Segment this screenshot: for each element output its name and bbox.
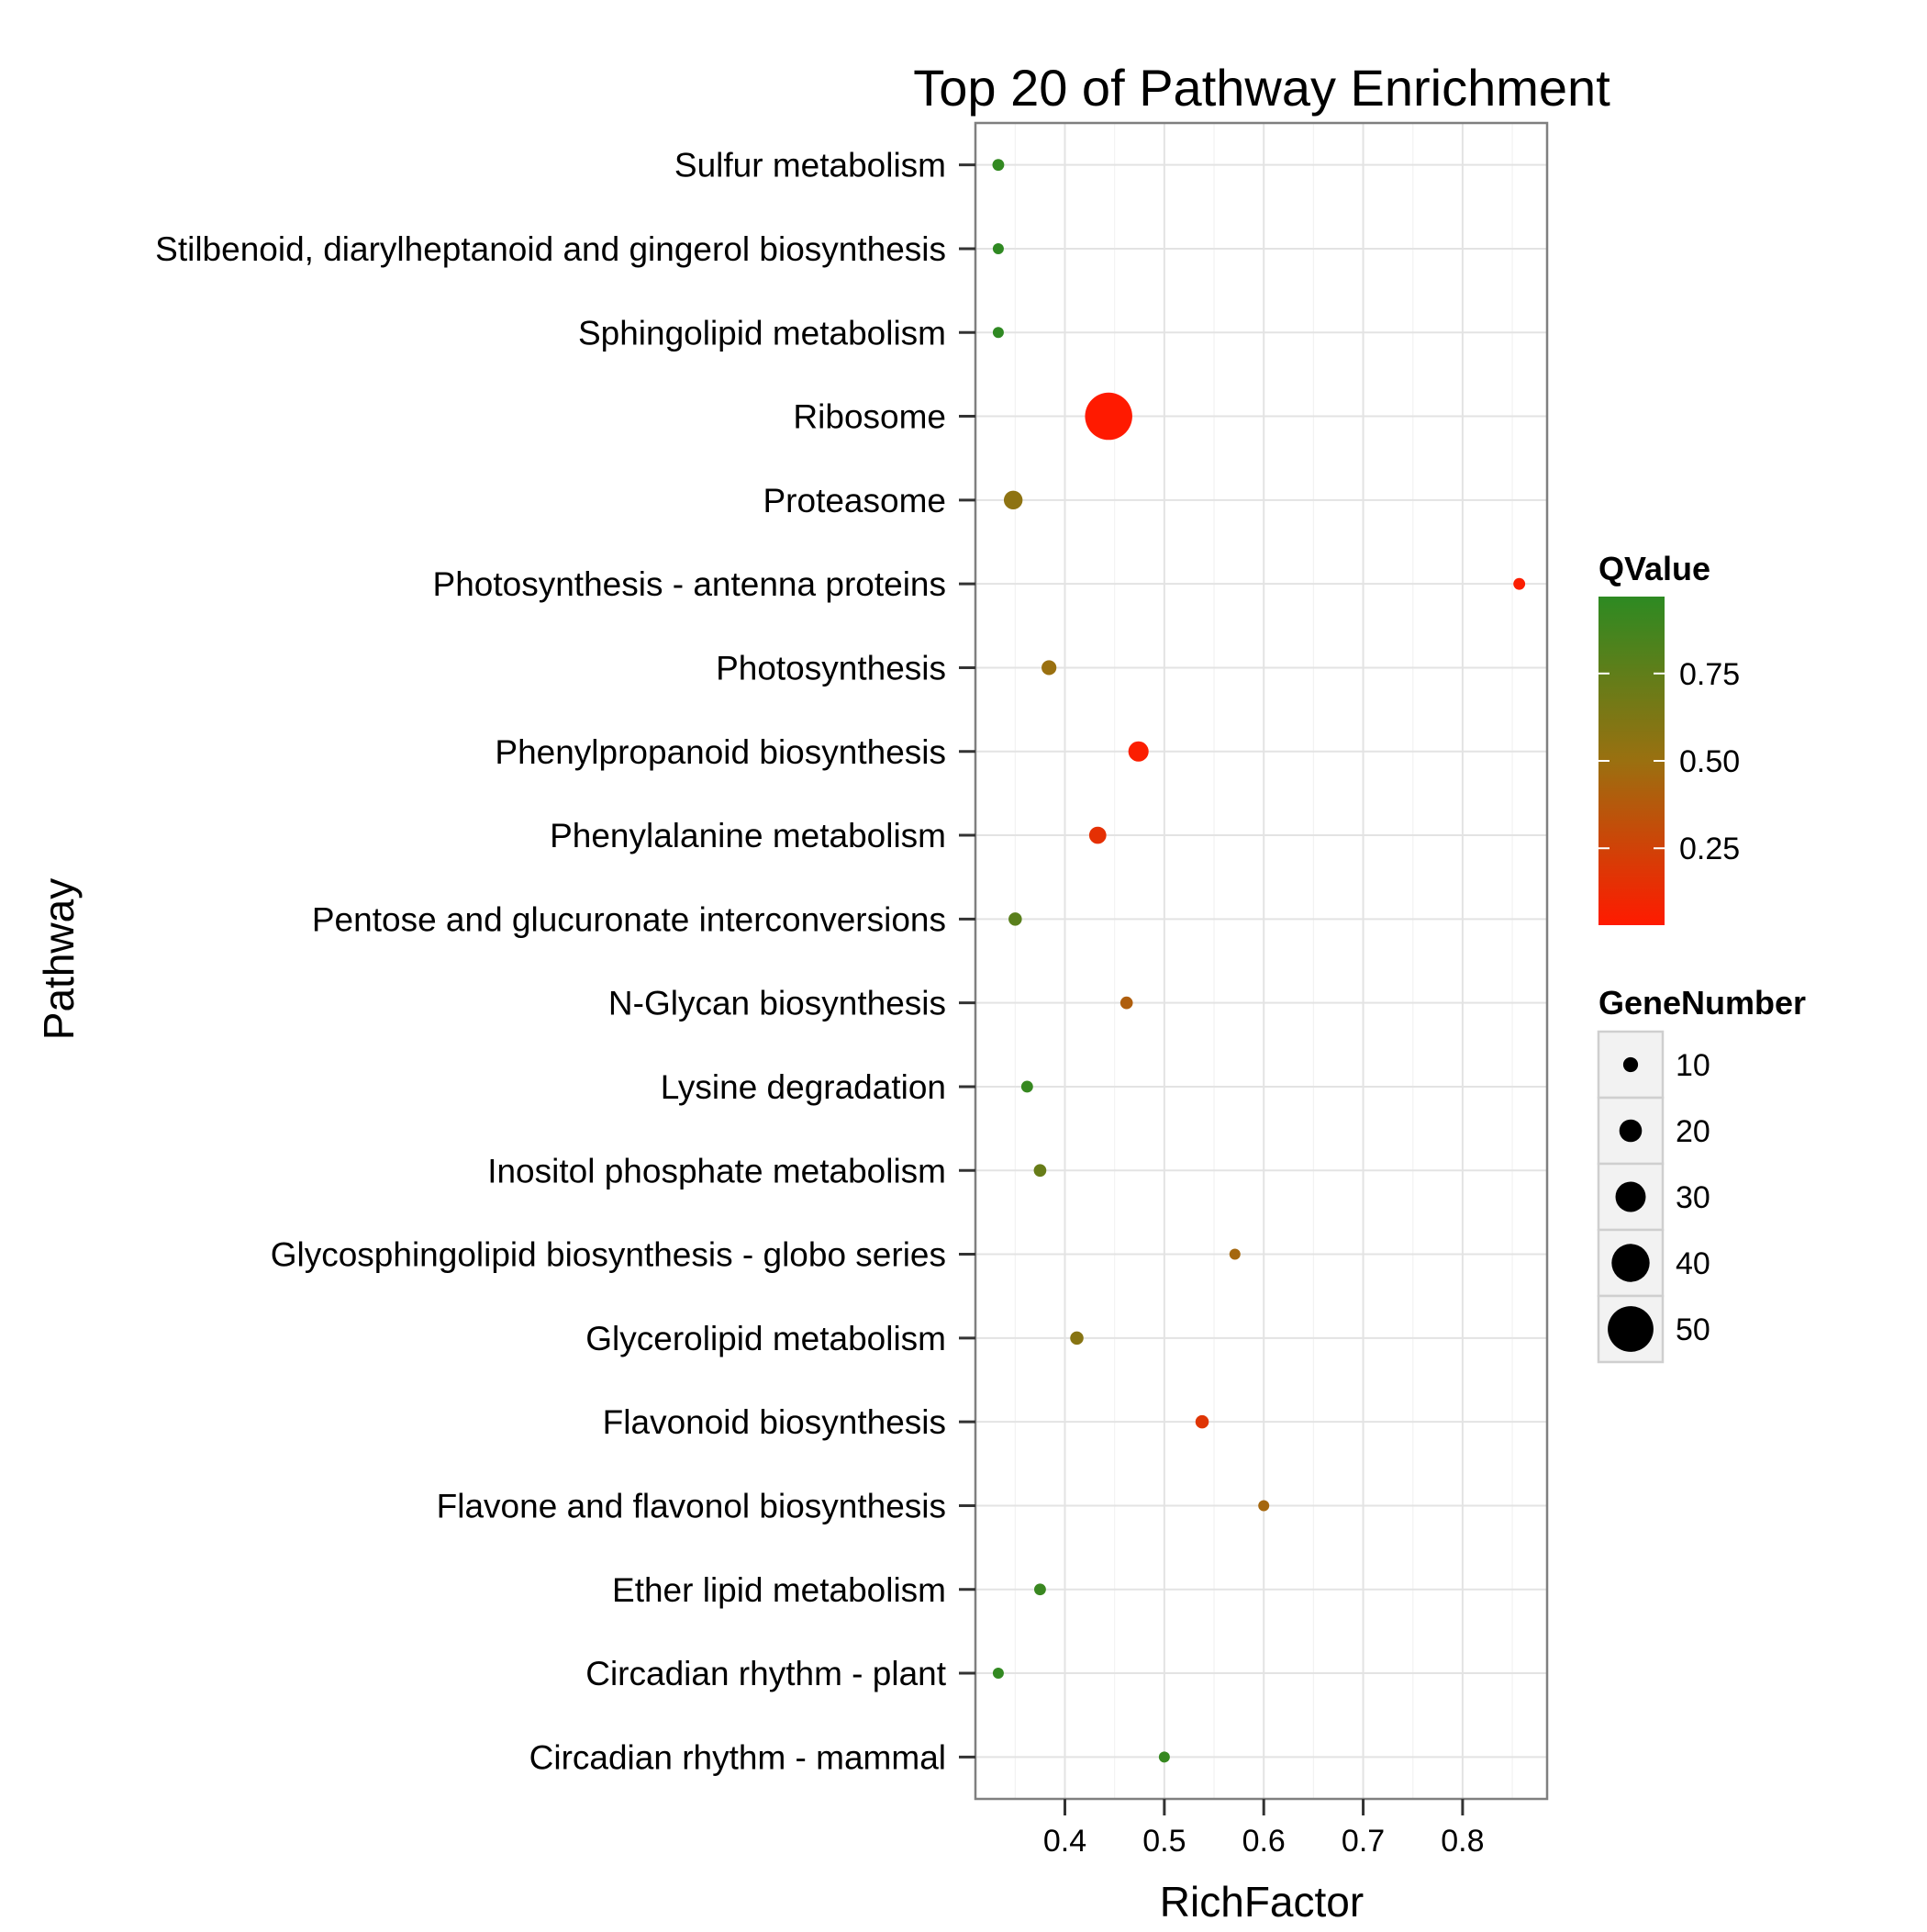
data-point <box>1008 912 1022 926</box>
genenumber-label: 40 <box>1676 1246 1710 1281</box>
y-tick-label: Stilbenoid, diarylheptanoid and gingerol… <box>155 230 946 268</box>
x-axis-title: RichFactor <box>1160 1878 1364 1926</box>
data-point <box>1195 1414 1209 1429</box>
genenumber-label: 10 <box>1676 1048 1710 1083</box>
y-tick-label: Sulfur metabolism <box>674 147 946 184</box>
y-tick-label: Glycosphingolipid biosynthesis - globo s… <box>271 1236 946 1274</box>
qvalue-legend-title: QValue <box>1598 550 1710 587</box>
data-point <box>992 327 1004 339</box>
y-tick-label: Inositol phosphate metabolism <box>487 1152 946 1189</box>
y-tick-label: Ether lipid metabolism <box>612 1571 946 1609</box>
y-tick-label: Phenylalanine metabolism <box>550 817 946 854</box>
data-point <box>1258 1500 1270 1512</box>
data-point <box>1020 1080 1033 1093</box>
y-axis: Sulfur metabolism Stilbenoid, diarylhepta… <box>155 147 975 1776</box>
genenumber-key-dot <box>1615 1181 1646 1212</box>
y-tick-label: Proteasome <box>763 482 947 519</box>
genenumber-key-dot <box>1611 1244 1650 1282</box>
y-tick-label: Photosynthesis <box>716 649 946 687</box>
plot-panel <box>974 121 1549 1801</box>
x-tick-label: 0.7 <box>1342 1824 1385 1859</box>
y-tick-label: Phenylpropanoid biosynthesis <box>495 733 946 771</box>
y-tick-label: Sphingolipid metabolism <box>578 314 946 352</box>
x-axis: 0.4 0.5 0.6 0.7 0.8 <box>1043 1799 1485 1859</box>
y-tick-label: Pentose and glucuronate interconversions <box>312 900 946 938</box>
y-tick-label: Ribosome <box>793 398 946 436</box>
y-tick-label: Photosynthesis - antenna proteins <box>433 565 946 603</box>
data-point <box>1513 577 1526 590</box>
plot-border <box>974 121 1549 1801</box>
genenumber-legend: GeneNumber 10 20 30 40 50 <box>1597 984 1806 1364</box>
x-tick-label: 0.8 <box>1441 1824 1484 1859</box>
y-tick-label: Flavone and flavonol biosynthesis <box>437 1487 946 1524</box>
data-points <box>992 159 1526 1763</box>
y-tick-label: Lysine degradation <box>661 1068 946 1106</box>
genenumber-key-dot <box>1622 1056 1639 1073</box>
genenumber-items: 10 20 30 40 50 <box>1597 1030 1710 1364</box>
qvalue-tick-label: 0.50 <box>1679 744 1740 779</box>
x-tick-label: 0.5 <box>1142 1824 1186 1859</box>
data-point <box>1033 1164 1047 1178</box>
y-tick-label: Flavonoid biosynthesis <box>603 1403 946 1441</box>
data-point <box>1034 1583 1046 1596</box>
qvalue-tick-label: 0.25 <box>1679 832 1740 866</box>
data-point <box>1229 1248 1241 1260</box>
chart-title: Top 20 of Pathway Enrichment <box>913 59 1610 117</box>
y-tick-label: Circadian rhythm - mammal <box>529 1738 946 1776</box>
y-axis-title: Pathway <box>35 878 83 1040</box>
data-point <box>1158 1751 1170 1763</box>
data-point <box>1085 392 1132 441</box>
data-point <box>1070 1331 1084 1346</box>
qvalue-legend: QValue 0.75 0.50 0.25 <box>1598 550 1740 925</box>
plot-background <box>975 123 1547 1799</box>
genenumber-legend-title: GeneNumber <box>1598 984 1806 1022</box>
genenumber-label: 20 <box>1676 1114 1710 1149</box>
y-tick-label: Glycerolipid metabolism <box>585 1320 946 1357</box>
data-point <box>1003 490 1023 510</box>
genenumber-key-dot <box>1619 1119 1643 1143</box>
y-tick-label: Circadian rhythm - plant <box>585 1655 946 1692</box>
data-point <box>992 1668 1004 1680</box>
data-point <box>1128 741 1149 762</box>
genenumber-label: 30 <box>1676 1180 1710 1215</box>
genenumber-label: 50 <box>1676 1312 1710 1347</box>
qvalue-tick-label: 0.75 <box>1679 657 1740 692</box>
data-point <box>992 242 1004 254</box>
data-point <box>1119 996 1133 1010</box>
data-point <box>1041 660 1057 676</box>
x-tick-label: 0.6 <box>1242 1824 1286 1859</box>
data-point <box>1088 826 1107 844</box>
genenumber-key-dot <box>1608 1306 1654 1352</box>
data-point <box>992 159 1005 172</box>
x-tick-label: 0.4 <box>1043 1824 1086 1859</box>
y-tick-label: N-Glycan biosynthesis <box>608 985 946 1022</box>
qvalue-ticks: 0.75 0.50 0.25 <box>1598 657 1740 866</box>
